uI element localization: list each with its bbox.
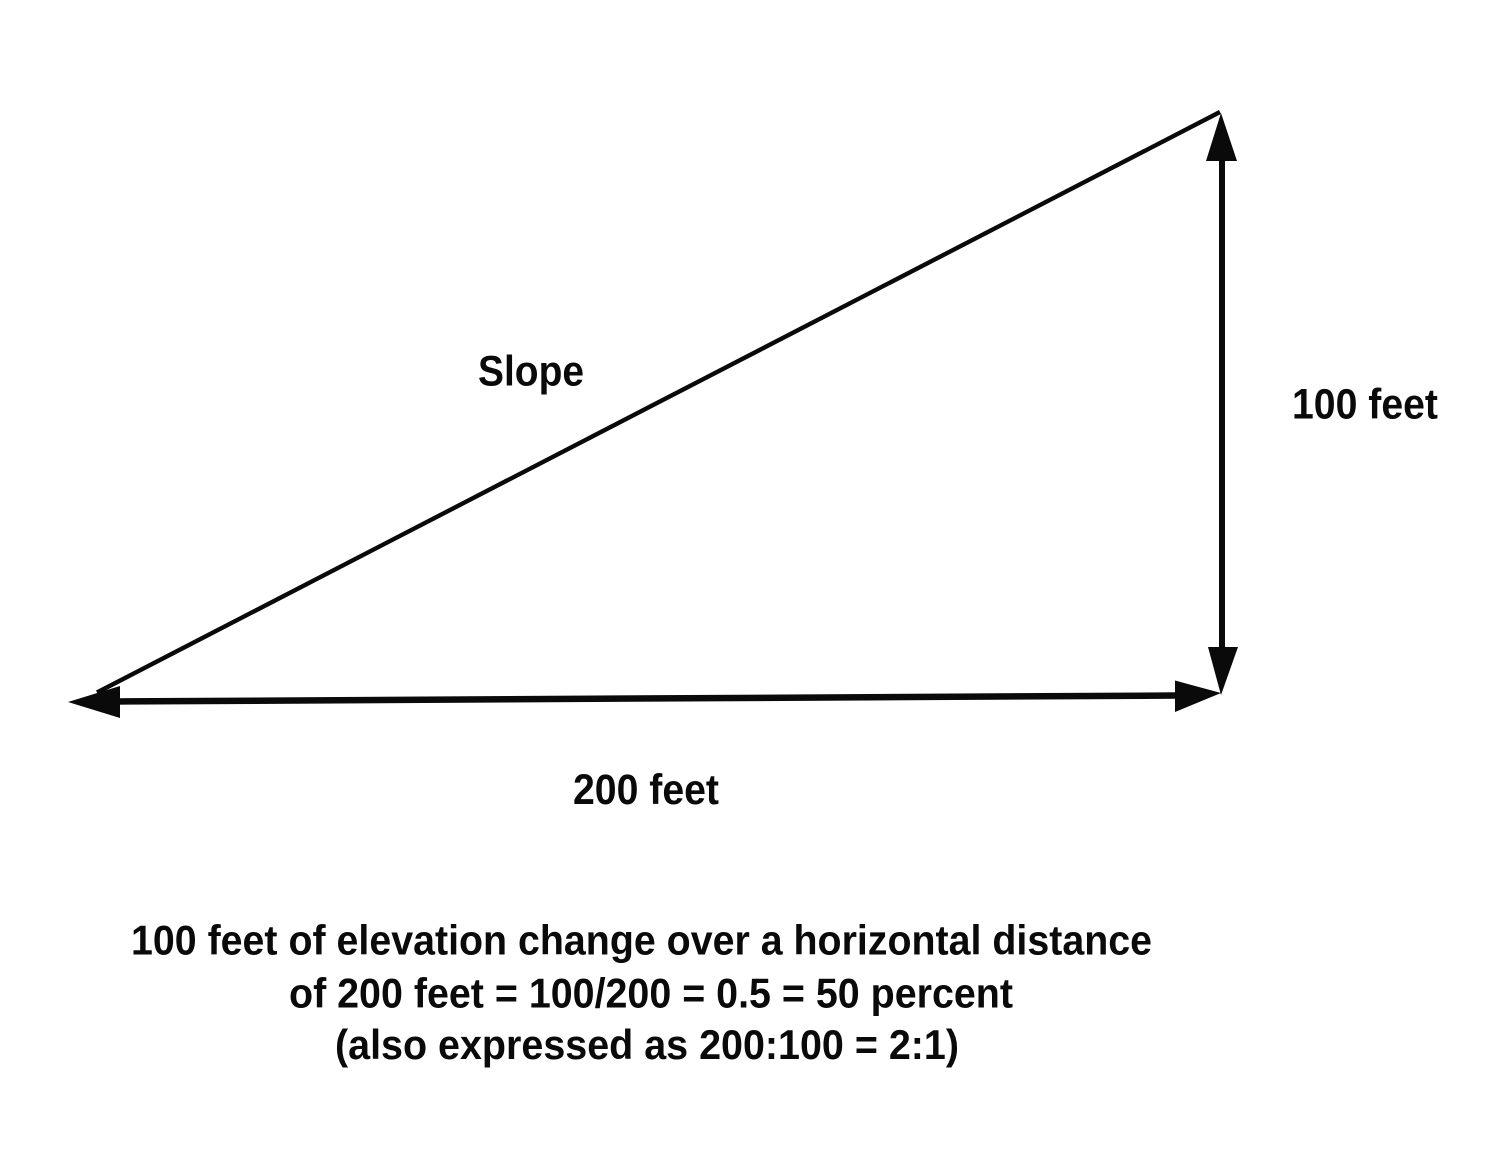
svg-text:of 200 feet = 100/200 = 0.5 =: of 200 feet = 100/200 = 0.5 = 50 percent — [289, 970, 1013, 1017]
svg-text:100 feet: 100 feet — [1292, 381, 1438, 429]
svg-text:(also expressed as 200:100 = 2: (also expressed as 200:100 = 2:1) — [335, 1021, 959, 1068]
svg-text:100 feet of elevation change o: 100 feet of elevation change over a hori… — [131, 917, 1152, 964]
svg-text:Slope: Slope — [478, 348, 584, 396]
svg-text:200 feet: 200 feet — [573, 766, 719, 814]
